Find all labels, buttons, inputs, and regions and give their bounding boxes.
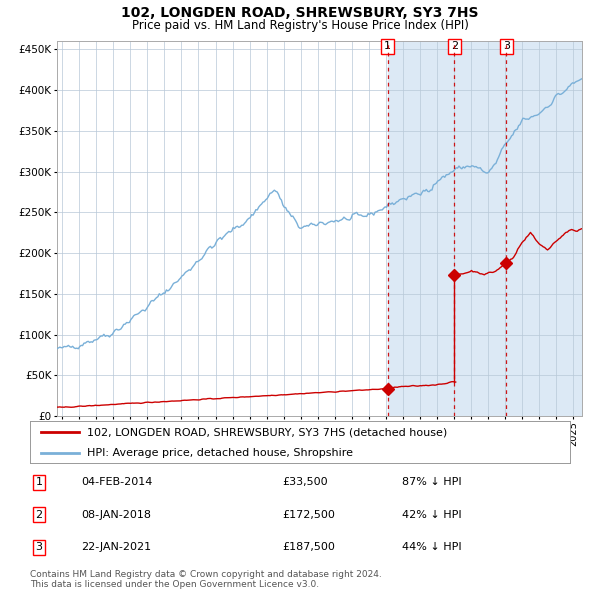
Text: Contains HM Land Registry data © Crown copyright and database right 2024.
This d: Contains HM Land Registry data © Crown c… [30, 570, 382, 589]
Text: 08-JAN-2018: 08-JAN-2018 [81, 510, 151, 520]
Text: 102, LONGDEN ROAD, SHREWSBURY, SY3 7HS (detached house): 102, LONGDEN ROAD, SHREWSBURY, SY3 7HS (… [86, 427, 447, 437]
Text: £172,500: £172,500 [282, 510, 335, 520]
Text: HPI: Average price, detached house, Shropshire: HPI: Average price, detached house, Shro… [86, 448, 353, 457]
Text: 102, LONGDEN ROAD, SHREWSBURY, SY3 7HS: 102, LONGDEN ROAD, SHREWSBURY, SY3 7HS [121, 6, 479, 20]
Text: 2: 2 [35, 510, 43, 520]
Text: 1: 1 [384, 41, 391, 51]
Text: 42% ↓ HPI: 42% ↓ HPI [402, 510, 461, 520]
Text: 3: 3 [35, 542, 43, 552]
Text: 04-FEB-2014: 04-FEB-2014 [81, 477, 152, 487]
Text: Price paid vs. HM Land Registry's House Price Index (HPI): Price paid vs. HM Land Registry's House … [131, 19, 469, 32]
Text: 2: 2 [451, 41, 458, 51]
Text: 3: 3 [503, 41, 510, 51]
Text: 1: 1 [35, 477, 43, 487]
Text: 44% ↓ HPI: 44% ↓ HPI [402, 542, 461, 552]
Text: £33,500: £33,500 [282, 477, 328, 487]
Text: 87% ↓ HPI: 87% ↓ HPI [402, 477, 461, 487]
Bar [388, 41, 599, 416]
Text: £187,500: £187,500 [282, 542, 335, 552]
Text: 22-JAN-2021: 22-JAN-2021 [81, 542, 151, 552]
